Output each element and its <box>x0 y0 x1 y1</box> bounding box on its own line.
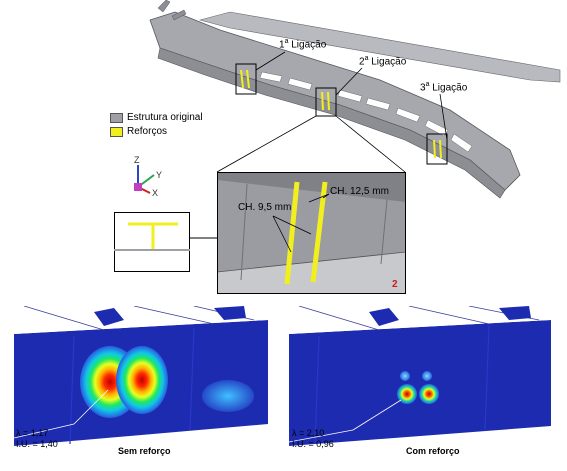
section-detail-box <box>114 212 190 272</box>
legend-reinforcements: Reforços <box>110 126 167 137</box>
values-without: λ = 1,17 I.U. = 1,40 <box>16 428 58 450</box>
connection-label-1: 1a Ligação <box>279 38 327 51</box>
iu-without: I.U. = 1,40 <box>16 439 58 449</box>
values-with: λ = 2,10 I.U. = 0,96 <box>292 428 334 450</box>
lambda-with: λ = 2,10 <box>292 428 325 438</box>
section-connector <box>190 237 220 239</box>
caption-with: Com reforço <box>406 446 460 456</box>
legend-swatch-reinforcements <box>110 126 123 137</box>
axis-triad-icon <box>134 165 155 194</box>
legend-original: Estrutura original <box>110 112 203 123</box>
fea-result-without-reinforcement <box>14 306 268 462</box>
axis-y-label: Y <box>156 170 163 180</box>
connection-label-3: 3a Ligação <box>420 81 468 94</box>
connection-label-2: 2a Ligação <box>359 55 407 68</box>
caption-without: Sem reforço <box>118 446 171 456</box>
axis-x-label: X <box>152 188 159 198</box>
thickness-label-a: CH. 9,5 mm <box>238 202 292 213</box>
zoom-detail-view <box>217 172 406 294</box>
lambda-without: λ = 1,17 <box>16 428 49 438</box>
structure-3d-view <box>149 0 561 199</box>
iu-with: I.U. = 0,96 <box>292 439 334 449</box>
axis-z-label: Z <box>134 155 140 165</box>
fea-result-with-reinforcement <box>289 306 551 462</box>
legend-swatch-original <box>110 112 123 123</box>
detail-number: 2 <box>392 279 398 290</box>
thickness-label-b: CH. 12,5 mm <box>330 186 389 197</box>
